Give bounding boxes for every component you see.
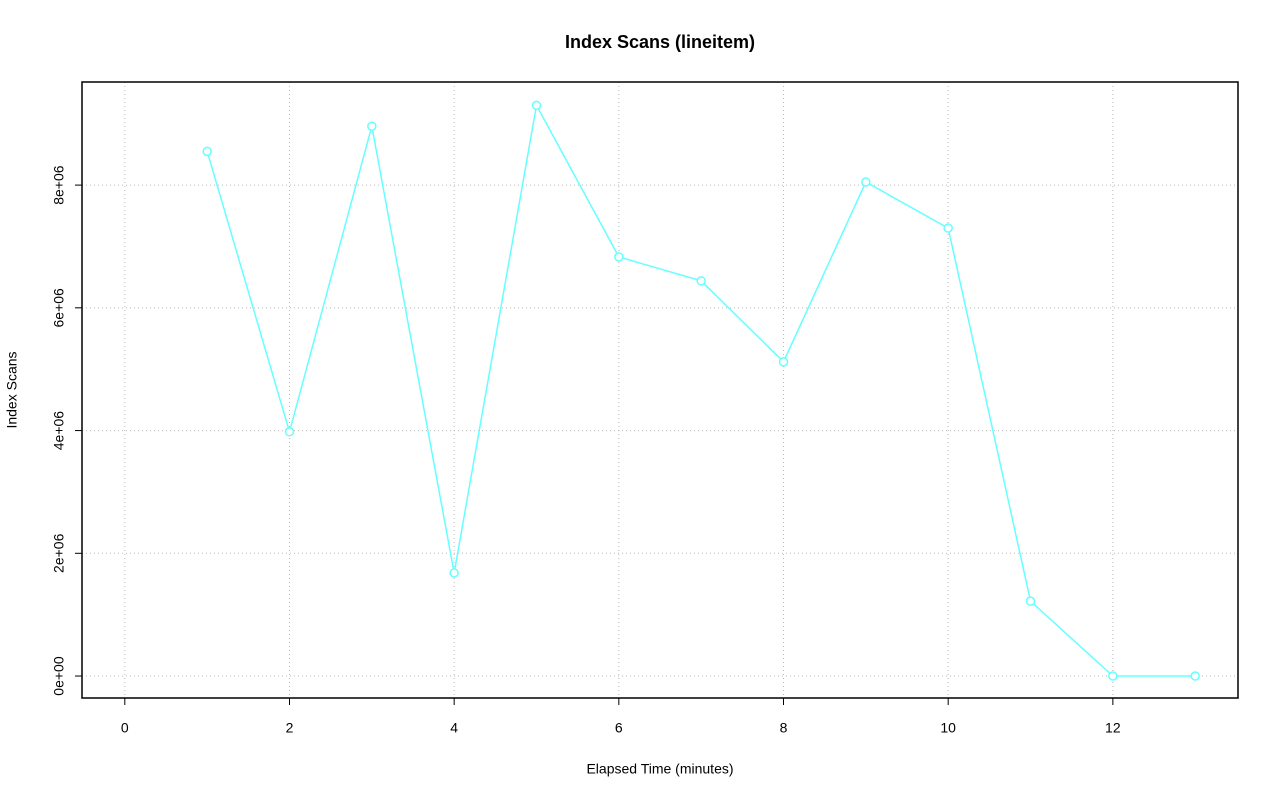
data-point [696, 276, 706, 286]
y-tick-label: 2e+06 [51, 533, 67, 573]
data-point [1108, 671, 1118, 681]
y-tick-label: 8e+06 [51, 165, 67, 205]
data-point [778, 357, 789, 367]
x-tick-label: 0 [121, 720, 129, 736]
x-tick-label: 4 [450, 720, 458, 736]
data-point [614, 252, 624, 262]
data-line [206, 103, 1196, 677]
chart-title: Index Scans (lineitem) [565, 32, 755, 52]
data-point [367, 121, 377, 131]
x-tick-label: 2 [286, 720, 294, 736]
x-tick-label: 8 [780, 720, 788, 736]
y-tick-label: 4e+06 [51, 411, 67, 451]
x-tick-label: 6 [615, 720, 623, 736]
x-tick-label: 12 [1105, 720, 1121, 736]
x-axis-label: Elapsed Time (minutes) [586, 761, 733, 777]
data-point [202, 146, 212, 157]
data-point [531, 100, 542, 111]
plot-frame [81, 81, 1239, 699]
data-point [861, 177, 871, 187]
y-tick-label: 6e+06 [51, 288, 67, 328]
y-tick-label: 0e+00 [51, 656, 67, 696]
data-point [1025, 596, 1036, 606]
data-point [284, 427, 295, 437]
data-point [1190, 671, 1200, 681]
data-point [449, 568, 459, 578]
y-axis-label: Index Scans [4, 351, 20, 428]
data-point [943, 223, 953, 233]
x-tick-label: 10 [940, 720, 956, 736]
